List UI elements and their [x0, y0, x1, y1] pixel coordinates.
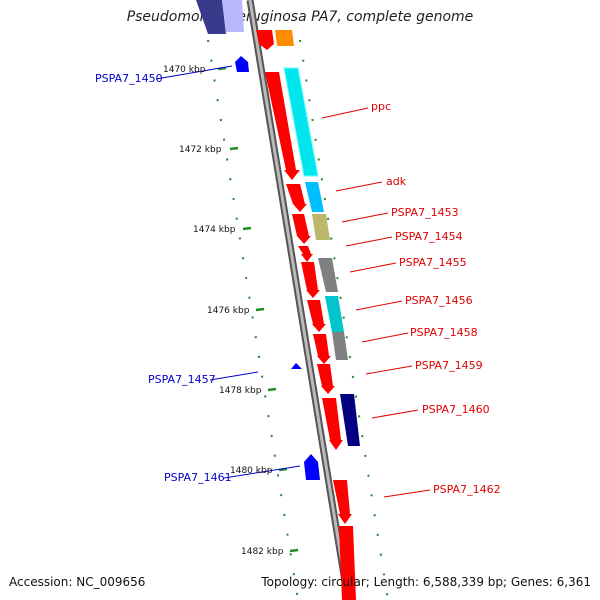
tick-label-1470: 1470 kbp — [163, 65, 206, 75]
kbp-tick-mark — [289, 548, 299, 553]
cds-arrow-1462 — [333, 480, 352, 524]
partial-navy-feature — [196, 0, 226, 34]
kbp-ticks — [217, 66, 299, 553]
gene-label-1454: PSPA7_1454 — [395, 230, 463, 243]
tick-label-1472: 1472 kbp — [179, 145, 222, 155]
cds-arrow-1458 — [313, 334, 331, 364]
gene-label-1453: PSPA7_1453 — [391, 206, 459, 219]
cds-arrow-partial-bottom — [339, 526, 356, 600]
connector-1458 — [361, 332, 409, 343]
feature-tracks — [283, 67, 360, 446]
tick-label-1478: 1478 kbp — [219, 386, 262, 396]
cds-arrow-1457 — [291, 363, 302, 369]
gene-label-1462: PSPA7_1462 — [433, 483, 501, 496]
gene-label-1459: PSPA7_1459 — [415, 359, 483, 372]
cds-arrow-1454 — [298, 246, 313, 262]
connector-1453 — [341, 212, 389, 223]
connector-adk — [335, 181, 383, 192]
tick-label-1480: 1480 kbp — [230, 466, 273, 476]
connector-1461 — [223, 465, 301, 479]
connector-1454 — [345, 236, 393, 247]
gene-label-ppc: ppc — [371, 100, 391, 113]
cyan-feature-ppc — [283, 67, 319, 177]
kbp-tick-mark — [217, 66, 227, 71]
connector-1456 — [355, 300, 403, 311]
gc-dot-tracks — [207, 39, 389, 596]
kbp-tick-mark — [255, 307, 265, 312]
connector-1462 — [383, 489, 431, 498]
connector-1460 — [371, 409, 419, 419]
connector-1457 — [209, 371, 259, 381]
tick-label-1476: 1476 kbp — [207, 306, 250, 316]
gene-label-1456: PSPA7_1456 — [405, 294, 473, 307]
gene-label-1450: PSPA7_1450 — [95, 72, 163, 85]
gene-label-adk: adk — [386, 175, 407, 188]
cds-arrow-1461 — [304, 454, 320, 480]
cds-arrow-1460 — [322, 398, 343, 450]
partial-lavender-feature — [222, 0, 244, 32]
partial-orange-feature — [275, 30, 294, 46]
cds-arrow-1453 — [292, 214, 311, 244]
tick-label-1474: 1474 kbp — [193, 225, 236, 235]
cds-arrow-ppc — [265, 72, 300, 180]
kbp-tick-labels: 1470 kbp 1472 kbp 1474 kbp 1476 kbp 1478… — [163, 65, 284, 557]
navy-feature-1460 — [340, 394, 360, 446]
cyan-feature-1456 — [325, 296, 344, 332]
connector-1459 — [365, 365, 413, 375]
cds-arrow-1450 — [235, 56, 249, 72]
forward-cds-arrows — [265, 72, 356, 600]
cds-arrow-1456 — [307, 300, 326, 332]
gene-label-1461: PSPA7_1461 — [164, 471, 232, 484]
sky-feature-adk — [305, 182, 324, 212]
gene-label-1460: PSPA7_1460 — [422, 403, 490, 416]
kbp-tick-mark — [229, 146, 239, 151]
connector-1455 — [349, 262, 397, 273]
connector-1450 — [155, 65, 233, 80]
kbp-tick-mark — [242, 226, 252, 231]
khaki-feature-1454 — [312, 214, 330, 240]
cds-arrow-adk — [286, 184, 307, 212]
partial-red-cds — [256, 30, 274, 50]
cds-arrow-1459 — [317, 364, 335, 394]
topology-text: Topology: circular; Length: 6,588,339 bp… — [261, 575, 591, 589]
tick-label-1482: 1482 kbp — [241, 547, 284, 557]
gene-label-1458: PSPA7_1458 — [410, 326, 478, 339]
kbp-tick-mark — [267, 387, 277, 392]
gene-label-1457: PSPA7_1457 — [148, 373, 216, 386]
gray-feature-1455 — [318, 258, 338, 292]
gray-feature-1458 — [332, 332, 348, 360]
kbp-tick-mark — [278, 467, 288, 472]
accession-text: Accession: NC_009656 — [9, 575, 146, 589]
gene-label-1455: PSPA7_1455 — [399, 256, 467, 269]
label-connectors — [155, 65, 431, 498]
connector-ppc — [321, 107, 369, 119]
genome-backbone-highlight — [248, 0, 350, 600]
reverse-cds-arrows — [235, 56, 320, 480]
gene-labels: ppc adk PSPA7_1453 PSPA7_1454 PSPA7_1455… — [95, 72, 501, 496]
cds-arrow-1455 — [301, 262, 320, 298]
